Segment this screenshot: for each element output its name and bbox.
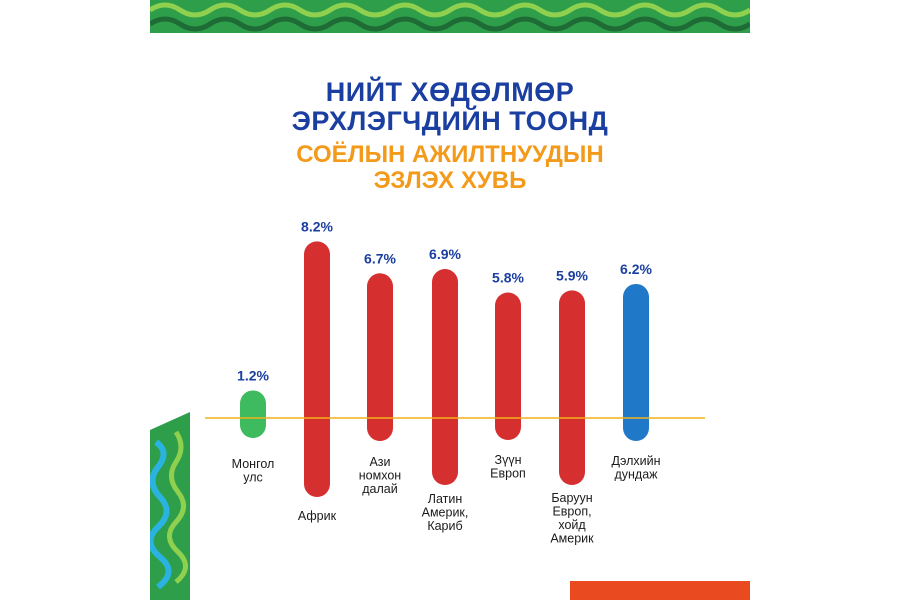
bar xyxy=(559,290,585,485)
bar xyxy=(240,390,266,438)
chart-title-line-2: ЭРХЛЭГЧДИЙН ТООНД xyxy=(291,106,609,136)
category-label: Ази номхон далай xyxy=(359,455,402,496)
decorative-pattern-left xyxy=(150,412,190,600)
category-label: Зүүн Европ xyxy=(490,453,526,481)
chart-subtitle-line-2: ЭЗЛЭХ ХУВЬ xyxy=(373,167,527,194)
chart-subtitle-line-1: СОЁЛЫН АЖИЛТНУУДЫН xyxy=(296,141,604,168)
bar xyxy=(367,273,393,441)
category-label: Дэлхийн дундаж xyxy=(612,454,661,482)
category-label: Монгол улс xyxy=(232,457,275,485)
bar xyxy=(432,269,458,485)
data-label: 8.2% xyxy=(301,218,333,234)
data-label: 6.2% xyxy=(620,261,652,277)
category-label: Африк xyxy=(298,509,337,523)
bar xyxy=(304,241,330,497)
chart-title-line-1: НИЙТ ХӨДӨЛМӨР xyxy=(325,77,575,107)
decorative-bar-bottom xyxy=(570,581,750,600)
bar xyxy=(495,292,521,440)
data-label: 5.9% xyxy=(556,267,588,283)
bar xyxy=(623,283,649,441)
data-label: 6.9% xyxy=(429,246,461,262)
category-label: Баруун Европ, хойд Америк xyxy=(550,491,594,546)
data-label: 5.8% xyxy=(492,269,524,285)
category-label: Латин Америк, Кариб xyxy=(422,492,469,533)
data-label: 1.2% xyxy=(237,367,269,383)
data-label: 6.7% xyxy=(364,250,396,266)
decorative-pattern-top xyxy=(150,0,750,33)
